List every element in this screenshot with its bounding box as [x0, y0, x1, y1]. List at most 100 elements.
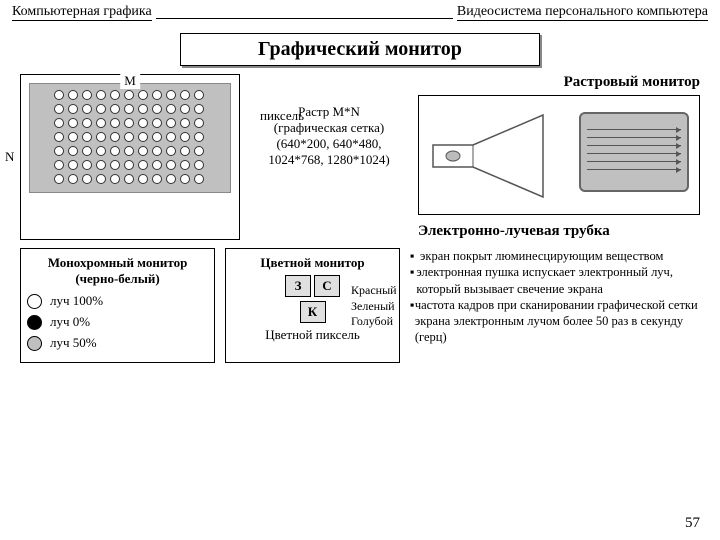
- pixel-grid: [29, 83, 231, 193]
- crt-panel: Растровый монитор Электронно-лучевая тру…: [418, 74, 700, 240]
- crt-tube-icon: [423, 97, 583, 215]
- pixel-dot: [166, 146, 176, 156]
- raster-desc-line: (640*200, 640*480,: [254, 136, 404, 152]
- scan-line: [587, 169, 681, 170]
- pixel-dot: [166, 132, 176, 142]
- bullet-item: ▪частота кадров при сканировании графиче…: [410, 297, 700, 346]
- pixel-dot: [194, 118, 204, 128]
- pixel-dot: [124, 174, 134, 184]
- mono-label: луч 100%: [50, 293, 103, 309]
- pixel-dot: [152, 146, 162, 156]
- pixel-dot: [68, 104, 78, 114]
- pixel-dot: [82, 146, 92, 156]
- header: Компьютерная графика Видеосистема персон…: [0, 0, 720, 21]
- pixel-dot: [124, 146, 134, 156]
- mono-title-line: Монохромный монитор: [27, 255, 208, 271]
- pixel-dot: [68, 90, 78, 100]
- pixel-dot: [152, 174, 162, 184]
- mono-label: луч 50%: [50, 335, 97, 351]
- pixel-dot: [152, 132, 162, 142]
- pixel-dot: [54, 132, 64, 142]
- pixel-dot: [54, 118, 64, 128]
- raster-description: Растр M*N (графическая сетка) (640*200, …: [254, 74, 404, 240]
- m-label: M: [120, 73, 140, 89]
- bullet-text: экран покрыт люминесцирующим веществом: [420, 248, 663, 264]
- pixel-dot: [180, 146, 190, 156]
- bullet-item: ▪электронная пушка испускает электронный…: [410, 264, 700, 297]
- pixel-dot: [68, 132, 78, 142]
- pixel-dot: [54, 146, 64, 156]
- header-divider: [156, 4, 453, 19]
- header-left: Компьютерная графика: [12, 4, 152, 21]
- pixel-dot: [82, 118, 92, 128]
- bullet-text: электронная пушка испускает электронный …: [416, 264, 700, 297]
- pixel-dot: [110, 104, 120, 114]
- pixel-dot: [96, 118, 106, 128]
- page-number: 57: [685, 515, 700, 532]
- pixel-dot: [96, 132, 106, 142]
- pixel-dot: [180, 160, 190, 170]
- pixel-dot: [82, 132, 92, 142]
- pixel-dot: [110, 160, 120, 170]
- pixel-dot: [180, 174, 190, 184]
- pixel-dot: [82, 90, 92, 100]
- pixel-dot: [166, 104, 176, 114]
- raster-panel: M N: [20, 74, 240, 240]
- pixel-dot: [54, 90, 64, 100]
- pixel-dot: [96, 146, 106, 156]
- pixel-dot: [110, 174, 120, 184]
- pixel-dot: [152, 104, 162, 114]
- scan-line: [587, 137, 681, 138]
- rgb-name-b: Голубой: [351, 314, 397, 330]
- mono-circle-icon: [27, 294, 42, 309]
- color-title: Цветной монитор: [232, 255, 393, 271]
- pixel-dot: [138, 174, 148, 184]
- bullet-item: ▪экран покрыт люминесцирующим веществом: [410, 248, 700, 264]
- pixel-dot: [194, 160, 204, 170]
- rgb-names: Красный Зеленый Голубой: [351, 283, 397, 330]
- rgb-cell-g: З: [285, 275, 311, 297]
- mono-circle-icon: [27, 336, 42, 351]
- crt-subtitle: Электронно-лучевая трубка: [418, 223, 700, 240]
- pixel-dot: [180, 118, 190, 128]
- pixel-dot: [166, 118, 176, 128]
- bullet-text: частота кадров при сканировании графичес…: [415, 297, 700, 346]
- pixel-dot: [180, 90, 190, 100]
- pixel-dot: [194, 90, 204, 100]
- bullet-icon: ▪: [410, 248, 420, 264]
- pixel-dot: [54, 104, 64, 114]
- pixel-dot: [96, 90, 106, 100]
- pixel-dot: [68, 174, 78, 184]
- pixel-dot: [138, 118, 148, 128]
- pixel-dot: [138, 146, 148, 156]
- pixel-dot: [54, 174, 64, 184]
- pixel-dot: [166, 160, 176, 170]
- pixel-dot: [124, 104, 134, 114]
- scan-line: [587, 145, 681, 146]
- n-label: N: [5, 149, 14, 165]
- pixel-dot: [124, 160, 134, 170]
- mono-row: луч 50%: [27, 335, 208, 351]
- pixel-dot: [124, 118, 134, 128]
- pixel-dot: [96, 160, 106, 170]
- pixel-dot: [110, 146, 120, 156]
- pixel-dot: [138, 104, 148, 114]
- pixel-dot: [96, 174, 106, 184]
- pixel-dot: [124, 132, 134, 142]
- scan-line: [587, 129, 681, 130]
- rgb-cell-r: К: [300, 301, 326, 323]
- pixel-dot: [166, 174, 176, 184]
- monochrome-panel: Монохромный монитор (черно-белый) луч 10…: [20, 248, 215, 363]
- pixel-dot: [166, 90, 176, 100]
- scan-line: [587, 153, 681, 154]
- scan-line: [587, 161, 681, 162]
- pixel-dot: [82, 104, 92, 114]
- pixel-dot: [194, 132, 204, 142]
- header-right: Видеосистема персонального компьютера: [457, 4, 708, 21]
- pixel-dot: [180, 104, 190, 114]
- mono-title: Монохромный монитор (черно-белый): [27, 255, 208, 287]
- pixel-dot: [68, 146, 78, 156]
- bullet-list: ▪экран покрыт люминесцирующим веществом …: [410, 248, 700, 363]
- pixel-dot: [138, 160, 148, 170]
- pixel-dot: [110, 118, 120, 128]
